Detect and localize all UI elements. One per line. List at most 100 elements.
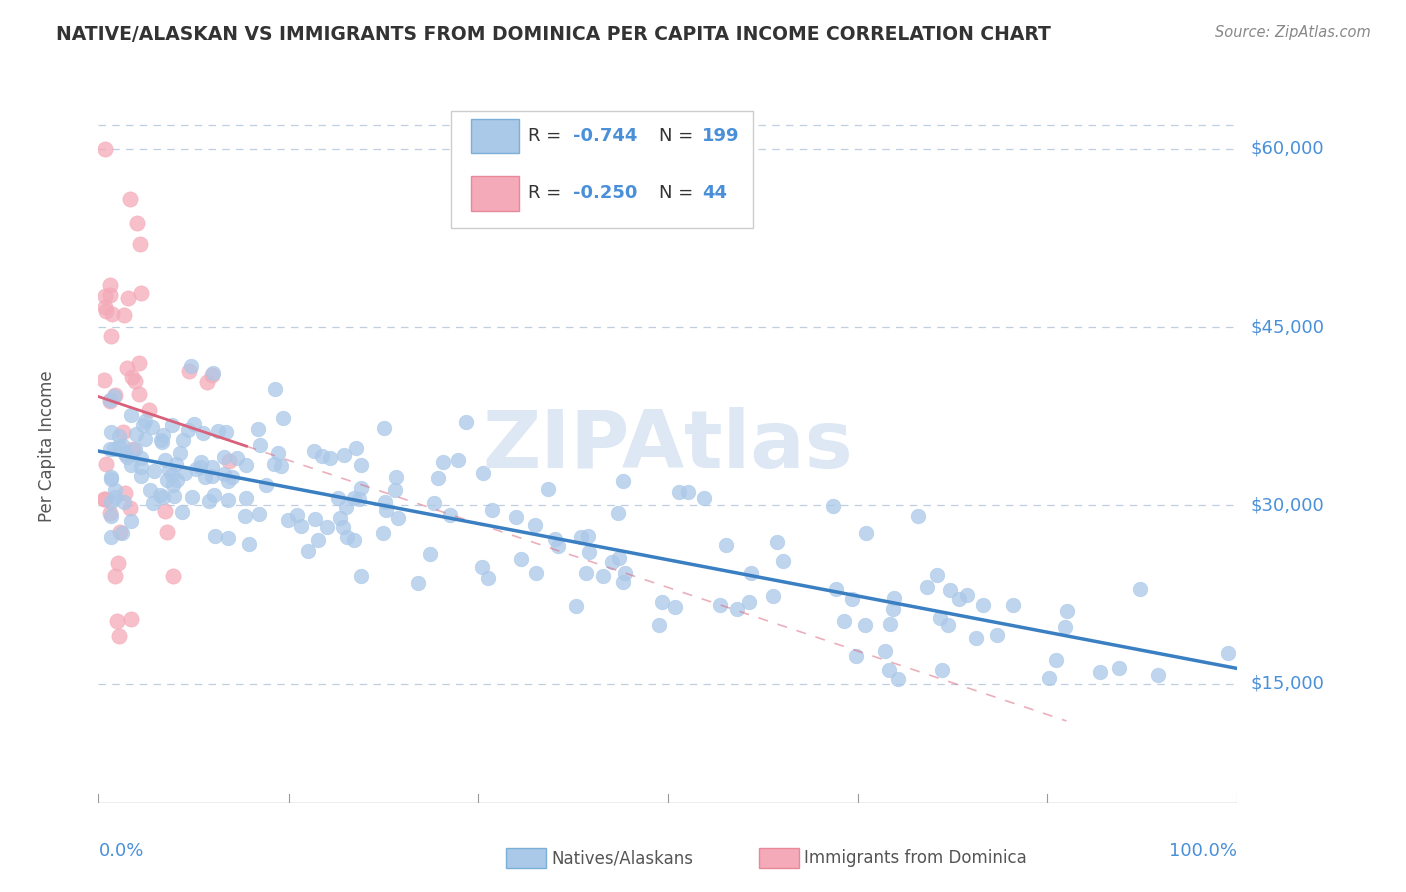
Point xyxy=(129,286,152,301)
Point xyxy=(128,356,150,370)
Point xyxy=(426,471,449,485)
Point xyxy=(235,491,257,506)
Point xyxy=(565,599,588,614)
Point xyxy=(1001,598,1024,612)
Point xyxy=(481,503,503,517)
Text: NATIVE/ALASKAN VS IMMIGRANTS FROM DOMINICA PER CAPITA INCOME CORRELATION CHART: NATIVE/ALASKAN VS IMMIGRANTS FROM DOMINI… xyxy=(56,25,1052,44)
Text: -0.250: -0.250 xyxy=(574,184,638,202)
Point xyxy=(104,388,127,402)
Point xyxy=(120,612,142,626)
Point xyxy=(156,525,179,540)
Point xyxy=(544,532,567,546)
Point xyxy=(235,458,257,472)
Point xyxy=(98,506,121,520)
Point xyxy=(217,493,239,508)
Bar xyxy=(471,120,519,153)
Text: 44: 44 xyxy=(702,184,727,202)
Point xyxy=(124,426,146,441)
FancyBboxPatch shape xyxy=(451,111,754,228)
Point xyxy=(738,595,761,609)
Point xyxy=(100,469,122,483)
Point xyxy=(371,525,394,540)
Point xyxy=(112,495,135,509)
Point xyxy=(98,394,121,409)
Point xyxy=(180,359,202,373)
Point xyxy=(98,442,121,456)
Point xyxy=(347,491,370,506)
Point xyxy=(832,614,855,628)
Point xyxy=(606,506,628,520)
Point xyxy=(326,491,349,505)
Point xyxy=(247,507,270,521)
Point xyxy=(547,539,569,553)
Point xyxy=(100,329,122,343)
Point xyxy=(188,460,211,475)
Point xyxy=(112,439,135,453)
Point xyxy=(128,386,150,401)
Point xyxy=(877,663,900,677)
Point xyxy=(249,438,271,452)
Point xyxy=(524,566,547,580)
Point xyxy=(195,375,218,389)
Point xyxy=(336,529,359,543)
Point xyxy=(419,547,441,561)
Point xyxy=(172,433,194,447)
Point xyxy=(664,599,686,614)
Text: Source: ZipAtlas.com: Source: ZipAtlas.com xyxy=(1215,25,1371,40)
Point xyxy=(128,236,150,251)
Point xyxy=(202,488,225,502)
Point xyxy=(927,568,949,582)
Point xyxy=(709,599,731,613)
Text: Immigrants from Dominica: Immigrants from Dominica xyxy=(804,849,1026,867)
Point xyxy=(129,469,152,483)
Point xyxy=(343,533,366,547)
Point xyxy=(100,288,122,302)
Point xyxy=(96,303,118,318)
Text: N =: N = xyxy=(659,127,699,145)
Point xyxy=(845,649,868,664)
Point xyxy=(505,509,527,524)
Point xyxy=(94,457,117,471)
Point xyxy=(122,442,145,456)
Point xyxy=(285,508,308,522)
Point xyxy=(215,425,238,439)
Point xyxy=(762,590,785,604)
Point xyxy=(117,291,139,305)
Point xyxy=(277,513,299,527)
Point xyxy=(129,459,152,474)
Point xyxy=(121,369,143,384)
Text: $30,000: $30,000 xyxy=(1251,497,1324,515)
Point xyxy=(907,509,929,524)
Point xyxy=(142,464,165,478)
Text: Per Capita Income: Per Capita Income xyxy=(38,370,56,522)
Point xyxy=(156,473,179,487)
Point xyxy=(929,610,952,624)
Point xyxy=(141,420,163,434)
Point xyxy=(765,534,787,549)
Point xyxy=(333,448,356,462)
Point xyxy=(218,454,240,468)
Point xyxy=(204,529,226,543)
Point xyxy=(373,421,395,435)
Point xyxy=(318,450,340,465)
Text: $15,000: $15,000 xyxy=(1251,675,1324,693)
Point xyxy=(153,452,176,467)
Point xyxy=(212,450,235,465)
Point xyxy=(134,433,156,447)
Point xyxy=(936,618,959,632)
Point xyxy=(124,442,146,456)
Point xyxy=(233,508,256,523)
Point xyxy=(201,368,224,382)
Point xyxy=(384,469,406,483)
Point xyxy=(267,445,290,459)
Point xyxy=(114,486,136,500)
Point xyxy=(931,663,953,677)
Point xyxy=(202,366,225,380)
Point xyxy=(152,490,174,504)
Point xyxy=(841,591,863,606)
Point xyxy=(965,631,987,645)
Point xyxy=(575,566,598,580)
Point xyxy=(160,418,183,433)
Point xyxy=(344,441,367,455)
Point xyxy=(120,458,142,473)
